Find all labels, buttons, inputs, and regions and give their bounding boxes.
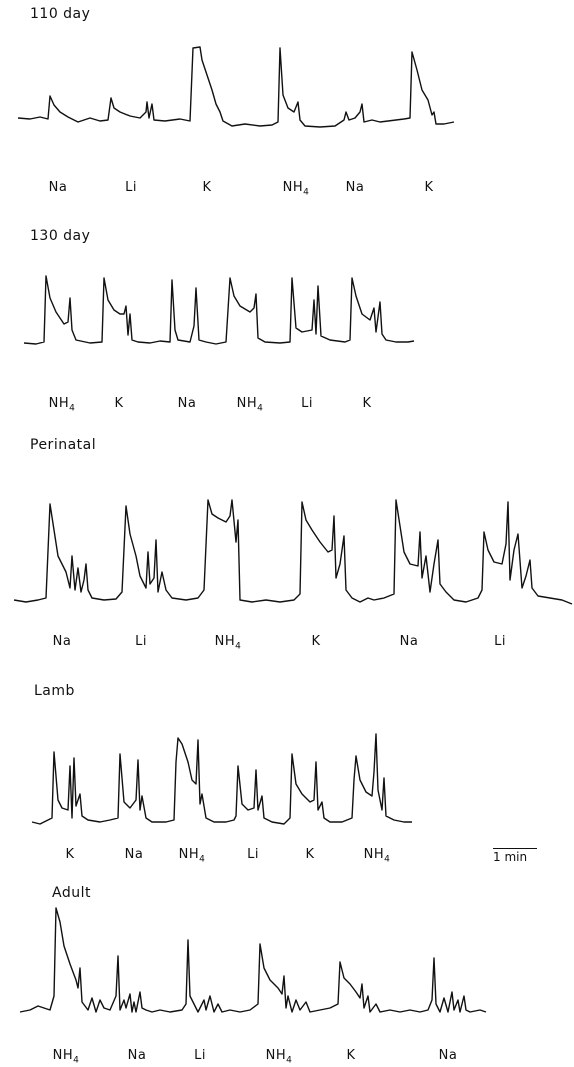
stimulus-label: K xyxy=(346,1048,356,1063)
stimulus-label: Na xyxy=(399,634,419,649)
stimulus-label: Na xyxy=(127,1048,147,1063)
panel-title-130-day: 130 day xyxy=(30,228,91,244)
stimulus-label: K xyxy=(202,180,212,195)
panel-title-perinatal: Perinatal xyxy=(30,437,97,453)
stimulus-label: Na xyxy=(345,180,365,195)
stimulus-label: Na xyxy=(124,847,144,862)
stimulus-label: K xyxy=(114,396,124,411)
stimulus-label: NH4 xyxy=(52,1048,80,1066)
stimulus-label: NH4 xyxy=(236,396,264,414)
trace-lamb xyxy=(31,733,412,825)
panel-title-110-day: 110 day xyxy=(30,6,91,22)
stimulus-label: K xyxy=(311,634,321,649)
stimulus-label: K xyxy=(65,847,75,862)
panel-title-lamb: Lamb xyxy=(34,683,75,699)
trace-130-day xyxy=(23,275,415,345)
stimulus-label: NH4 xyxy=(363,847,391,865)
stimulus-label: Na xyxy=(48,180,68,195)
stimulus-label: NH4 xyxy=(214,634,242,652)
stimulus-label: Na xyxy=(52,634,72,649)
stimulus-label: Na xyxy=(438,1048,458,1063)
stimulus-label: Li xyxy=(135,634,147,649)
trace-110-day xyxy=(17,46,455,128)
stimulus-label: K xyxy=(424,180,434,195)
time-scale-label: 1 min xyxy=(493,850,528,864)
stimulus-label: NH4 xyxy=(48,396,76,414)
stimulus-label: NH4 xyxy=(178,847,206,865)
stimulus-label: K xyxy=(362,396,372,411)
stimulus-label: NH4 xyxy=(282,180,310,198)
stimulus-label: K xyxy=(305,847,315,862)
stimulus-label: Li xyxy=(247,847,259,862)
stimulus-label: Li xyxy=(125,180,137,195)
stimulus-label: Li xyxy=(301,396,313,411)
stimulus-label: Li xyxy=(194,1048,206,1063)
panel-title-adult: Adult xyxy=(52,885,91,901)
trace-adult xyxy=(19,907,487,1013)
trace-perinatal xyxy=(13,499,573,605)
stimulus-label: NH4 xyxy=(265,1048,293,1066)
stimulus-label: Na xyxy=(177,396,197,411)
stimulus-label: Li xyxy=(494,634,506,649)
time-scale-bar xyxy=(493,848,537,849)
